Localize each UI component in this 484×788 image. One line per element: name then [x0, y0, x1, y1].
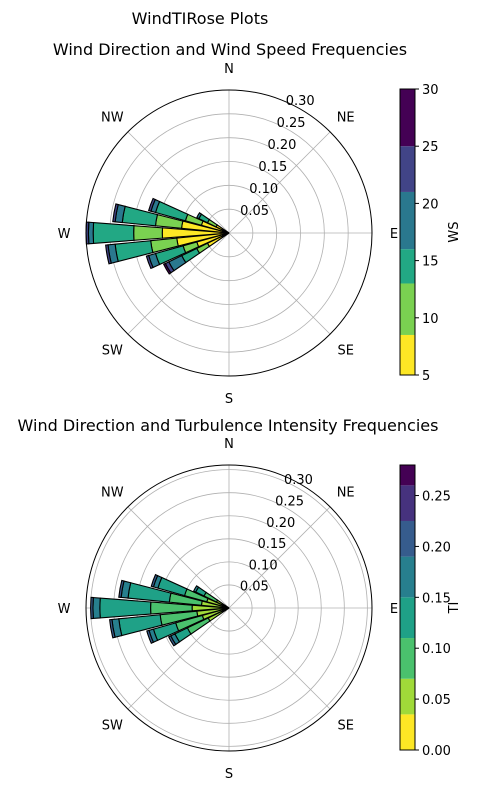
- colorbar-tick-label: 25: [422, 140, 439, 155]
- direction-label-se: SE: [337, 719, 353, 734]
- colorbar-tick-label: 0.00: [422, 744, 451, 759]
- colorbar-tick-label: 20: [422, 197, 439, 212]
- radial-tick-label: 0.30: [286, 94, 315, 109]
- angular-grid-line: [228, 232, 331, 335]
- direction-label-ne: NE: [337, 485, 355, 500]
- angular-grid-line: [127, 607, 230, 710]
- radial-tick-label: 0.05: [240, 580, 269, 595]
- rose-wedge-240-bin-5: [162, 262, 172, 275]
- figure-suptitle: WindTIRose Plots: [132, 9, 269, 28]
- direction-label-nw: NW: [101, 110, 124, 125]
- colorbar-segment: [400, 89, 415, 147]
- colorbar-segment: [400, 678, 415, 715]
- direction-label-e: E: [390, 227, 398, 242]
- direction-label-w: W: [58, 602, 71, 617]
- angular-grid-line: [127, 131, 230, 234]
- angular-grid-line: [127, 506, 230, 609]
- direction-label-sw: SW: [102, 719, 123, 734]
- direction-label-se: SE: [337, 344, 353, 359]
- colorbar-tick-label: 10: [422, 312, 439, 327]
- angular-grid-line: [127, 232, 230, 335]
- chart-1-colorbar: 5 10 15 20 25 30 WS: [399, 83, 462, 384]
- colorbar-tick-label: 0.05: [422, 693, 451, 708]
- rose-wedge-270-bin-5: [90, 596, 94, 620]
- rose-wedge-270-bin-3: [87, 221, 95, 245]
- colorbar-segment: [400, 465, 415, 486]
- colorbar-frame: [399, 464, 416, 751]
- colorbar-segment: [400, 191, 415, 250]
- chart-2-title: Wind Direction and Turbulence Intensity …: [18, 416, 439, 435]
- direction-label-nw: NW: [101, 485, 124, 500]
- rose-wedge-270-bin-3: [99, 597, 152, 619]
- polar-frame: [85, 89, 373, 377]
- colorbar-tick-label: 5: [422, 369, 430, 384]
- direction-label-s: S: [225, 392, 233, 407]
- radial-tick-label: 0.20: [266, 516, 295, 531]
- colorbar-frame: [399, 88, 416, 376]
- chart-2-colorbar: 0.00 0.05 0.10 0.15 0.20 0.25 TI: [399, 464, 462, 759]
- rose-wedge-300-bin-3: [196, 212, 203, 220]
- angular-grid-line: [228, 506, 331, 609]
- colorbar-segment: [400, 520, 415, 557]
- chart-turbulence-intensity: Wind Direction and Turbulence Intensity …: [18, 416, 462, 782]
- direction-label-e: E: [390, 602, 398, 617]
- rose-wedge-290-bin-4: [147, 197, 156, 212]
- polar-frame: [85, 464, 373, 752]
- colorbar-segment: [400, 146, 415, 192]
- direction-label-sw: SW: [102, 344, 123, 359]
- colorbar-tick-label: 15: [422, 255, 439, 270]
- rose-wedge-260-bin-5: [109, 618, 116, 639]
- colorbar-tick-label: 0.15: [422, 591, 451, 606]
- radial-tick-label: 0.20: [267, 138, 296, 153]
- direction-label-n: N: [224, 437, 234, 452]
- radial-tick-label: 0.05: [240, 204, 269, 219]
- direction-label-ne: NE: [337, 110, 355, 125]
- radial-tick-label: 0.25: [275, 494, 304, 509]
- colorbar-segment: [400, 597, 415, 639]
- rose-wedge-300-bin-4: [192, 585, 200, 593]
- rose-wedge-240-bin-5: [167, 635, 177, 647]
- colorbar-segment: [400, 334, 415, 375]
- rose-wedge-270-bin-4: [92, 596, 101, 620]
- rose-wedge-270-bin-2: [92, 221, 135, 245]
- direction-label-s: S: [225, 767, 233, 782]
- colorbar-tick-label: 0.20: [422, 540, 451, 555]
- chart-2-polar-plot: 0.05 0.10 0.15 0.20 0.25 0.30 N NE E SE S SW W NW: [58, 437, 399, 782]
- rose-wedge-260-bin-4: [105, 244, 112, 265]
- direction-label-n: N: [224, 62, 234, 77]
- rose-wedge-290-bin-5: [150, 573, 159, 588]
- rose-wedge-250-bin-4: [145, 254, 154, 270]
- chart-wind-speed: Wind Direction and Wind Speed Frequencie…: [53, 40, 462, 407]
- colorbar-segment: [400, 556, 415, 598]
- rose-wedge-270-bin-1: [133, 225, 164, 241]
- colorbar-tick-label: 0.10: [422, 642, 451, 657]
- colorbar-segment: [400, 714, 415, 750]
- chart-1-title: Wind Direction and Wind Speed Frequencie…: [53, 40, 407, 59]
- radial-tick-label: 0.30: [284, 473, 313, 488]
- radial-tick-label: 0.10: [249, 558, 278, 573]
- colorbar-label: WS: [447, 221, 462, 242]
- angular-grid-line: [228, 131, 331, 234]
- rose-wedge-280-bin-4: [112, 203, 119, 223]
- colorbar-tick-label: 30: [422, 83, 439, 98]
- colorbar-segment: [400, 249, 415, 284]
- rose-wedge-250-bin-5: [146, 629, 155, 644]
- radial-tick-label: 0.15: [257, 537, 286, 552]
- angular-grid-line: [228, 607, 331, 710]
- radial-tick-label: 0.15: [258, 160, 287, 175]
- direction-label-w: W: [58, 227, 71, 242]
- chart-1-polar-plot: 0.05 0.10 0.15 0.20 0.25 0.30 N NE E SE S SW W NW: [58, 62, 399, 407]
- colorbar-segment: [400, 283, 415, 335]
- radial-tick-label: 0.10: [249, 182, 278, 197]
- colorbar-label: TI: [447, 602, 462, 615]
- colorbar-segment: [400, 638, 415, 679]
- colorbar-segment: [400, 485, 415, 521]
- colorbar-tick-label: 0.25: [422, 490, 451, 505]
- rose-wedge-280-bin-5: [118, 579, 125, 599]
- radial-tick-label: 0.25: [277, 116, 306, 131]
